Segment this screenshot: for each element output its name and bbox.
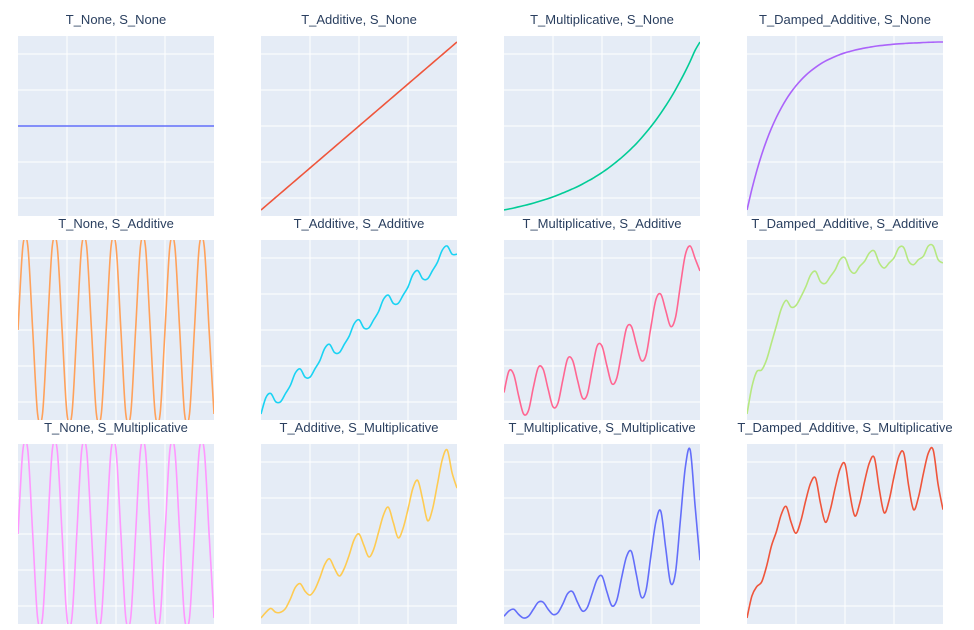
plot-area [18, 444, 214, 624]
plot-area [504, 240, 700, 420]
series-line [747, 41, 943, 211]
chart-title: T_Damped_Additive, S_None [759, 12, 931, 27]
plot-area [747, 36, 943, 216]
plot-area [18, 240, 214, 420]
series-line [261, 245, 457, 415]
chart-panel: T_Damped_Additive, S_Additive [747, 216, 943, 420]
chart-title: T_Multiplicative, S_Multiplicative [508, 420, 696, 435]
chart-title: T_Damped_Additive, S_Additive [751, 216, 939, 231]
chart-panel: T_None, S_Multiplicative [18, 420, 214, 624]
chart-title: T_Additive, S_Additive [293, 216, 425, 231]
chart-title: T_Multiplicative, S_Additive [522, 216, 682, 231]
chart-panel: T_Additive, S_Additive [261, 216, 457, 420]
chart-panel: T_Additive, S_Multiplicative [261, 420, 457, 624]
chart-panel: T_Multiplicative, S_Multiplicative [504, 420, 700, 624]
chart-panel: T_Multiplicative, S_Additive [504, 216, 700, 420]
series-line [261, 448, 457, 619]
chart-title: T_Damped_Additive, S_Multiplicative [737, 420, 953, 435]
chart-title: T_Multiplicative, S_None [530, 12, 674, 27]
chart-title: T_None, S_Multiplicative [44, 420, 188, 435]
series-line [18, 444, 214, 624]
series-line [504, 41, 700, 211]
series-line [747, 446, 943, 619]
chart-title: T_None, S_None [65, 12, 167, 27]
plot-area [747, 240, 943, 420]
chart-panel: T_Damped_Additive, S_None [747, 12, 943, 216]
series-line [18, 240, 214, 420]
chart-panel: T_None, S_Additive [18, 216, 214, 420]
plot-area [18, 36, 214, 216]
chart-panel: T_Damped_Additive, S_Multiplicative [737, 420, 953, 624]
chart-panel: T_Multiplicative, S_None [504, 12, 700, 216]
series-line [747, 243, 943, 415]
chart-title: T_Additive, S_None [301, 12, 417, 27]
chart-title: T_Additive, S_Multiplicative [279, 420, 439, 435]
plot-area [504, 36, 700, 216]
plot-area [747, 444, 943, 624]
chart-title: T_None, S_Additive [58, 216, 174, 231]
plot-area [504, 444, 700, 624]
series-line [504, 245, 700, 416]
series-line [261, 41, 457, 211]
plot-area [261, 36, 457, 216]
chart-panel: T_None, S_None [18, 12, 214, 216]
chart-panel: T_Additive, S_None [261, 12, 457, 216]
plot-area [261, 444, 457, 624]
plot-area [261, 240, 457, 420]
series-line [504, 447, 700, 619]
